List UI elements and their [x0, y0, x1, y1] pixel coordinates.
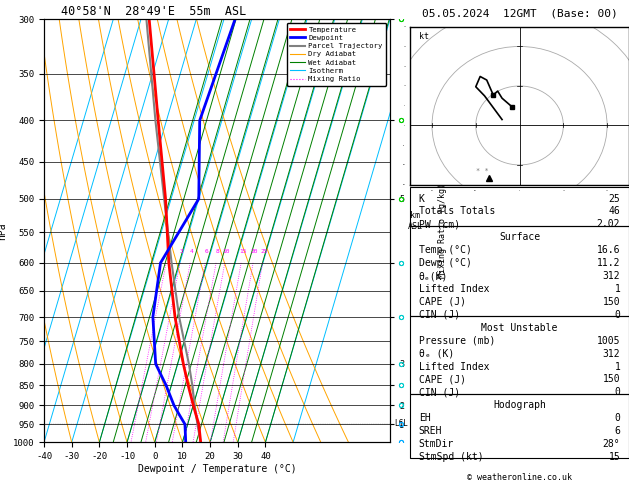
Text: CIN (J): CIN (J)	[419, 387, 460, 398]
Text: 312: 312	[603, 348, 620, 359]
Text: 20: 20	[251, 249, 259, 254]
Text: 11.2: 11.2	[597, 258, 620, 268]
Text: 40°58'N  28°49'E  55m  ASL: 40°58'N 28°49'E 55m ASL	[62, 5, 247, 18]
Text: Dewp (°C): Dewp (°C)	[419, 258, 472, 268]
Text: Pressure (mb): Pressure (mb)	[419, 336, 495, 346]
Legend: Temperature, Dewpoint, Parcel Trajectory, Dry Adiabat, Wet Adiabat, Isotherm, Mi: Temperature, Dewpoint, Parcel Trajectory…	[287, 23, 386, 86]
Text: K: K	[419, 193, 425, 204]
Text: 8: 8	[216, 249, 220, 254]
Text: Hodograph: Hodograph	[493, 400, 546, 410]
Text: 25: 25	[260, 249, 268, 254]
Text: LCL: LCL	[394, 419, 408, 428]
Text: * *: * *	[476, 168, 489, 174]
Y-axis label: hPa: hPa	[0, 222, 8, 240]
Y-axis label: km
ASL: km ASL	[408, 211, 423, 231]
Text: 46: 46	[608, 207, 620, 216]
Text: CAPE (J): CAPE (J)	[419, 375, 466, 384]
Text: CAPE (J): CAPE (J)	[419, 297, 466, 307]
Text: 16.6: 16.6	[597, 245, 620, 255]
Text: 4: 4	[190, 249, 194, 254]
Text: Lifted Index: Lifted Index	[419, 362, 489, 372]
Text: Totals Totals: Totals Totals	[419, 207, 495, 216]
Text: Temp (°C): Temp (°C)	[419, 245, 472, 255]
Text: Surface: Surface	[499, 232, 540, 243]
Text: 1005: 1005	[597, 336, 620, 346]
Text: SREH: SREH	[419, 426, 442, 436]
Text: 150: 150	[603, 297, 620, 307]
Text: 05.05.2024  12GMT  (Base: 00): 05.05.2024 12GMT (Base: 00)	[421, 8, 618, 18]
Text: 2.02: 2.02	[597, 219, 620, 229]
Text: StmDir: StmDir	[419, 439, 454, 449]
Text: Most Unstable: Most Unstable	[481, 323, 558, 333]
Text: 0: 0	[615, 310, 620, 320]
Text: © weatheronline.co.uk: © weatheronline.co.uk	[467, 473, 572, 482]
Text: 15: 15	[608, 452, 620, 462]
Text: 6: 6	[615, 426, 620, 436]
Text: 10: 10	[223, 249, 230, 254]
X-axis label: Dewpoint / Temperature (°C): Dewpoint / Temperature (°C)	[138, 464, 296, 474]
Text: 150: 150	[603, 375, 620, 384]
Text: PW (cm): PW (cm)	[419, 219, 460, 229]
Text: EH: EH	[419, 413, 431, 423]
Text: 2: 2	[166, 249, 170, 254]
Text: 15: 15	[239, 249, 247, 254]
Text: θₑ (K): θₑ (K)	[419, 348, 454, 359]
Text: 1: 1	[615, 362, 620, 372]
Text: 3: 3	[180, 249, 184, 254]
Text: Mixing Ratio (g/kg): Mixing Ratio (g/kg)	[438, 183, 447, 278]
Text: 312: 312	[603, 271, 620, 281]
Text: 0: 0	[615, 413, 620, 423]
Text: 6: 6	[205, 249, 209, 254]
Text: Lifted Index: Lifted Index	[419, 284, 489, 294]
Text: CIN (J): CIN (J)	[419, 310, 460, 320]
Text: 1: 1	[615, 284, 620, 294]
Text: StmSpd (kt): StmSpd (kt)	[419, 452, 484, 462]
Text: 28°: 28°	[603, 439, 620, 449]
Text: 25: 25	[608, 193, 620, 204]
Text: 0: 0	[615, 387, 620, 398]
Text: kt: kt	[419, 32, 429, 40]
Text: θₑ(K): θₑ(K)	[419, 271, 448, 281]
